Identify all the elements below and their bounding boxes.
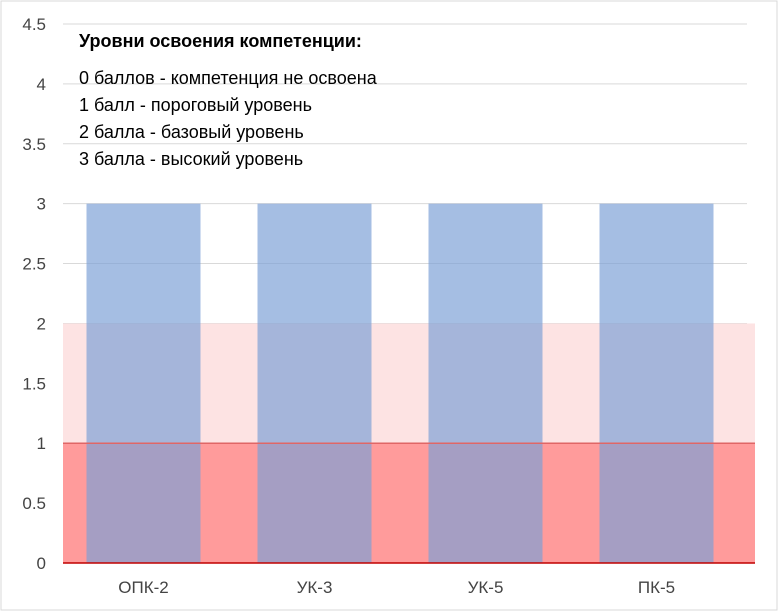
x-tick-label-1: УК-3 <box>297 578 333 597</box>
legend-line-2: 2 балла - базовый уровень <box>79 122 304 142</box>
y-tick-label-0: 0 <box>37 554 46 573</box>
y-tick-label-7: 3.5 <box>22 135 46 154</box>
x-tick-label-2: УК-5 <box>468 578 504 597</box>
bar-2 <box>428 203 543 563</box>
bar-1 <box>257 203 372 563</box>
bars <box>86 203 714 563</box>
bar-0 <box>86 203 201 563</box>
legend-line-0: 0 баллов - компетенция не освоена <box>79 68 378 88</box>
y-tick-label-5: 2.5 <box>22 255 46 274</box>
y-tick-label-2: 1 <box>37 434 46 453</box>
legend-line-1: 1 балл - пороговый уровень <box>79 95 312 115</box>
y-tick-label-1: 0.5 <box>22 494 46 513</box>
bar-3 <box>599 203 714 563</box>
legend-title: Уровни освоения компетенции: <box>79 31 362 51</box>
x-tick-label-3: ПК-5 <box>638 578 675 597</box>
y-tick-label-9: 4.5 <box>22 15 46 34</box>
y-tick-label-3: 1.5 <box>22 374 46 393</box>
legend: Уровни освоения компетенции: 0 баллов - … <box>79 31 378 169</box>
axes: 0 0.5 1 1.5 2 2.5 3 3.5 4 4.5 ОПК-2 УК-3 УК-5 ПК-5 <box>22 15 755 597</box>
y-tick-label-8: 4 <box>37 75 46 94</box>
y-tick-label-6: 3 <box>37 195 46 214</box>
y-tick-label-4: 2 <box>37 314 46 333</box>
legend-line-3: 3 балла - высокий уровень <box>79 149 303 169</box>
x-tick-label-0: ОПК-2 <box>118 578 168 597</box>
